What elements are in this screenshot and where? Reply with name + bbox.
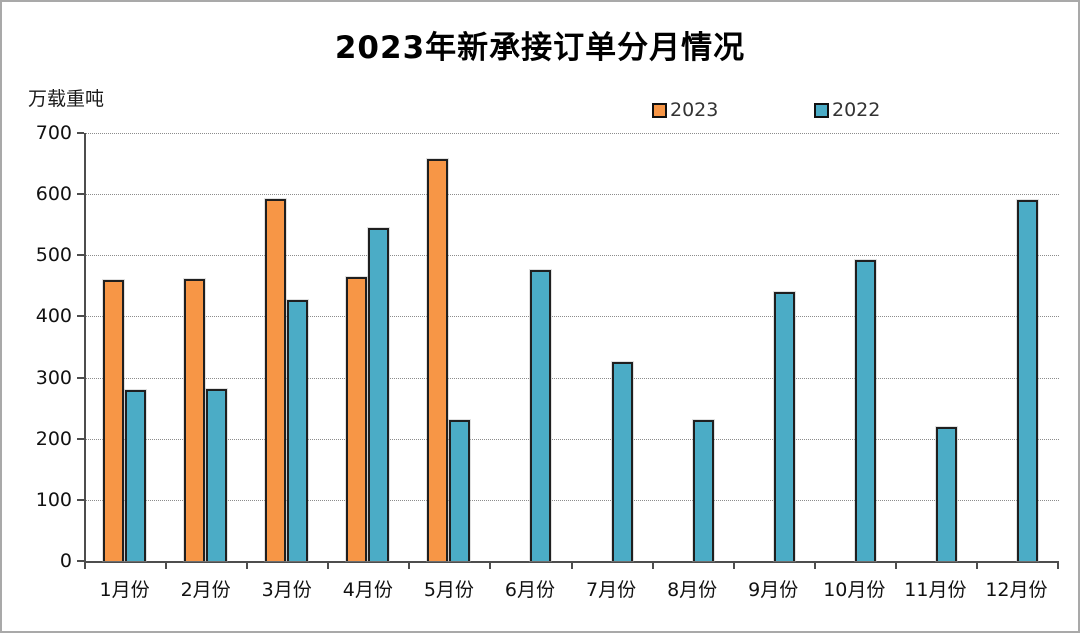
y-tick-label-500: 500	[35, 244, 72, 267]
x-label-3月份: 3月份	[261, 579, 312, 601]
bar-2022-9月份	[773, 291, 795, 561]
gridline-600	[86, 194, 1059, 196]
y-tick-label-400: 400	[35, 305, 72, 328]
x-label-7月份: 7月份	[585, 579, 637, 601]
y-axis-tick-600	[77, 193, 84, 196]
y-tick-label-200: 200	[35, 427, 72, 450]
x-label-1月份: 1月份	[99, 579, 150, 601]
gridline-500	[86, 255, 1059, 257]
x-label-8月份: 8月份	[667, 579, 718, 601]
legend-item-2022: 2022	[814, 99, 880, 121]
x-label-2月份: 2月份	[180, 579, 231, 601]
bar-2022-11月份	[935, 426, 957, 561]
x-label-10月份: 10月份	[823, 579, 886, 601]
gridline-400	[86, 316, 1059, 318]
legend-swatch-2022	[814, 102, 829, 118]
bar-2022-8月份	[692, 419, 714, 561]
x-label-5月份: 5月份	[423, 579, 474, 601]
legend-item-2023: 2023	[652, 99, 718, 121]
x-axis-tick-1	[165, 563, 168, 569]
bar-2022-12月份	[1016, 199, 1038, 561]
legend-label-2022: 2022	[832, 99, 881, 121]
x-axis-tick-6	[570, 563, 573, 569]
gridline-300	[86, 377, 1059, 379]
x-axis-tick-10	[894, 563, 897, 569]
x-axis-tick-4	[408, 563, 411, 569]
y-tick-label-600: 600	[35, 183, 72, 206]
bar-2022-6月份	[530, 269, 552, 561]
y-axis-tick-200	[77, 437, 84, 440]
x-axis-tick-0	[84, 563, 86, 569]
x-axis-tick-2	[246, 563, 249, 569]
bar-2023-5月份	[427, 158, 449, 561]
x-axis-tick-5	[489, 563, 492, 569]
legend-swatch-2023	[652, 102, 667, 118]
gridline-200	[86, 438, 1059, 440]
bar-2022-2月份	[206, 388, 228, 561]
x-label-9月份: 9月份	[748, 579, 799, 601]
y-tick-label-300: 300	[35, 366, 72, 389]
x-label-11月份: 11月份	[904, 579, 967, 601]
gridline-100	[86, 499, 1059, 501]
y-axis-tick-300	[77, 376, 84, 379]
y-axis-unit-label: 万载重吨	[28, 88, 105, 110]
y-tick-label-0: 0	[59, 550, 72, 572]
x-label-6月份: 6月份	[504, 579, 555, 601]
x-axis-tick-8	[732, 563, 735, 569]
x-label-4月份: 4月份	[342, 579, 393, 601]
x-axis-tick-3	[327, 563, 330, 569]
bar-2022-1月份	[125, 389, 146, 561]
y-axis-tick-700	[77, 132, 84, 134]
y-tick-label-700: 700	[35, 122, 72, 144]
x-axis-tick-7	[651, 563, 654, 569]
x-axis-tick-12	[1057, 563, 1059, 569]
x-label-12月份: 12月份	[985, 579, 1048, 601]
legend-label-2023: 2023	[670, 99, 719, 121]
bar-2022-3月份	[287, 299, 309, 561]
x-axis-tick-11	[975, 563, 978, 569]
bar-2022-5月份	[449, 420, 471, 561]
bar-2022-7月份	[611, 362, 633, 561]
bar-2023-2月份	[184, 278, 206, 561]
y-axis-tick-0	[77, 560, 84, 562]
y-tick-label-100: 100	[35, 488, 72, 511]
bar-2023-4月份	[346, 276, 368, 561]
y-axis-tick-100	[77, 498, 84, 501]
legend: 2023 2022	[2, 99, 1078, 121]
y-axis-tick-400	[77, 315, 84, 318]
bar-2023-3月份	[265, 199, 287, 561]
bar-2022-4月份	[368, 227, 390, 561]
x-axis-tick-9	[813, 563, 816, 569]
bar-2023-1月份	[103, 279, 124, 561]
plot-area	[84, 133, 1059, 563]
gridline-700	[86, 133, 1059, 134]
y-axis-tick-500	[77, 254, 84, 257]
chart-title: 2023年新承接订单分月情况	[334, 30, 746, 66]
bar-2022-10月份	[854, 259, 876, 561]
